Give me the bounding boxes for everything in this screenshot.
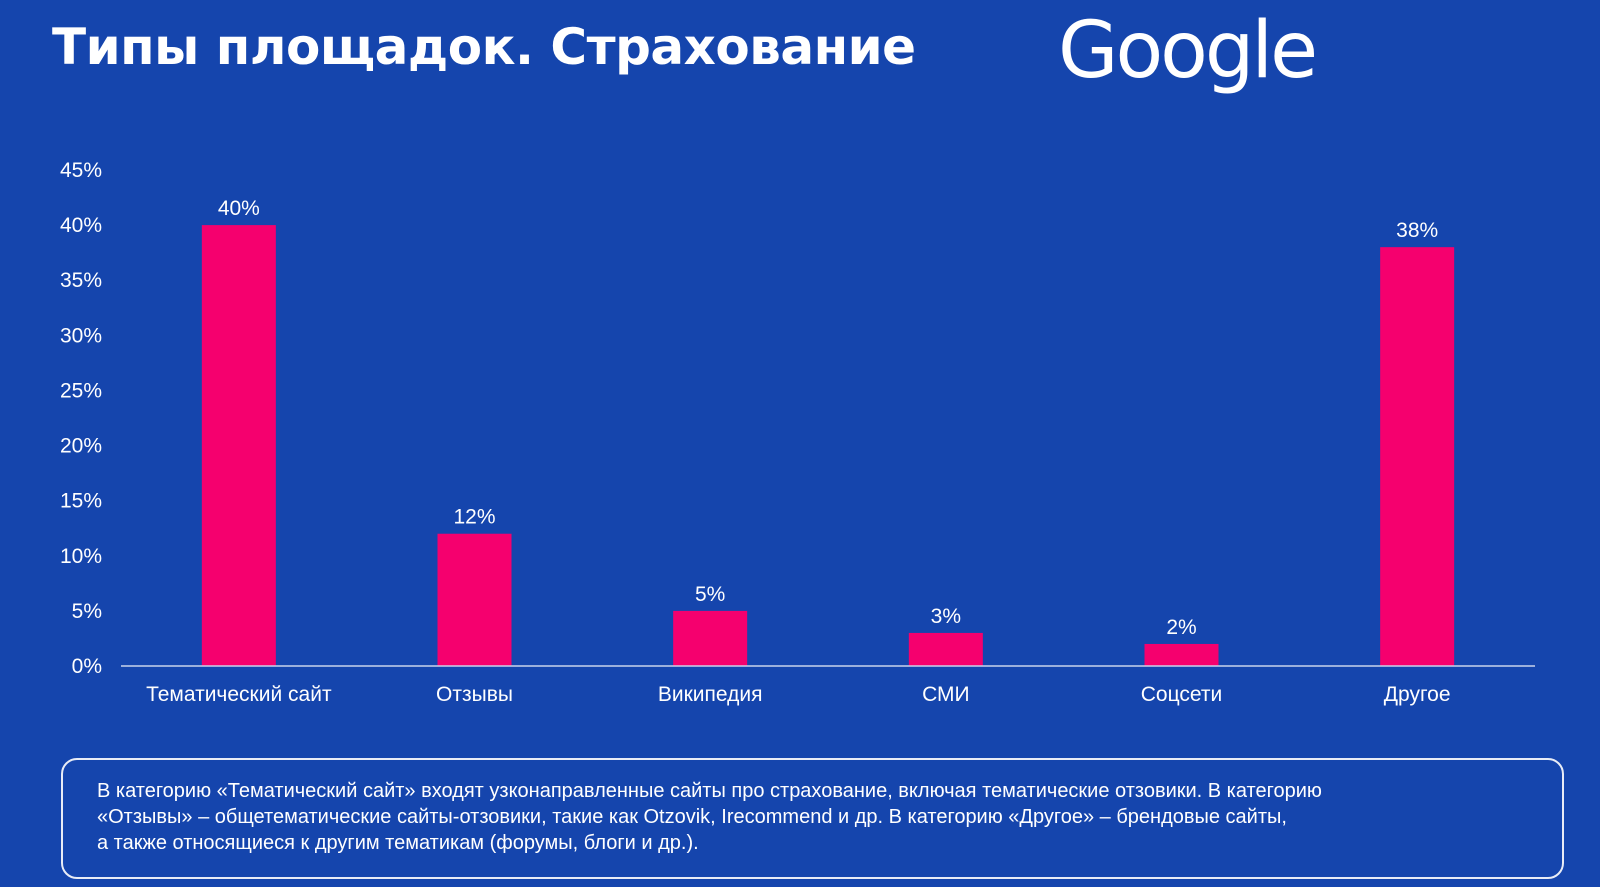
x-tick-label: Тематический сайт xyxy=(146,683,332,706)
data-label: 3% xyxy=(931,605,961,628)
bar-chart: 0% 5% 10% 15% 20% 25% 30% 35% 40% 45% 40% 12% 5% 3% 2… xyxy=(60,159,1535,706)
google-logo: Google xyxy=(1058,6,1318,96)
bars: 40% 12% 5% 3% 2% 38% xyxy=(201,197,1455,666)
x-axis: Тематический сайт Отзывы Википедия СМИ Соцсе… xyxy=(121,665,1535,706)
x-tick-label: Отзывы xyxy=(436,683,513,706)
x-tick-label: Соцсети xyxy=(1141,683,1222,706)
page-title: Типы площадок. Страхование xyxy=(52,18,916,76)
footnote-box: В категорию «Тематический сайт» входят у… xyxy=(61,758,1564,879)
y-tick-label: 35% xyxy=(60,269,102,292)
data-label: 2% xyxy=(1166,616,1196,639)
bar xyxy=(1380,247,1455,666)
bar xyxy=(437,533,512,666)
footnote-line: В категорию «Тематический сайт» входят у… xyxy=(97,780,1322,802)
bar xyxy=(201,225,276,666)
y-tick-label: 40% xyxy=(60,214,102,237)
y-tick-label: 10% xyxy=(60,545,102,568)
y-axis: 0% 5% 10% 15% 20% 25% 30% 35% 40% 45% xyxy=(60,159,102,678)
y-tick-label: 25% xyxy=(60,379,102,402)
data-label: 12% xyxy=(453,506,495,529)
y-tick-label: 0% xyxy=(72,655,102,678)
y-tick-label: 30% xyxy=(60,324,102,347)
y-tick-label: 20% xyxy=(60,435,102,458)
x-tick-label: СМИ xyxy=(922,683,970,706)
x-tick-label: Википедия xyxy=(658,683,763,706)
bar xyxy=(1144,643,1219,666)
y-tick-label: 5% xyxy=(72,600,102,623)
x-tick-label: Другое xyxy=(1384,683,1451,706)
footnote-line: «Отзывы» – общетематические сайты-отзови… xyxy=(97,806,1287,828)
y-tick-label: 15% xyxy=(60,490,102,513)
data-label: 38% xyxy=(1396,219,1438,242)
footnote-line: а также относящиеся к другим тематикам (… xyxy=(97,832,699,854)
data-label: 5% xyxy=(695,583,725,606)
bar xyxy=(908,632,983,666)
bar xyxy=(673,610,748,666)
y-tick-label: 45% xyxy=(60,159,102,182)
data-label: 40% xyxy=(218,197,260,220)
